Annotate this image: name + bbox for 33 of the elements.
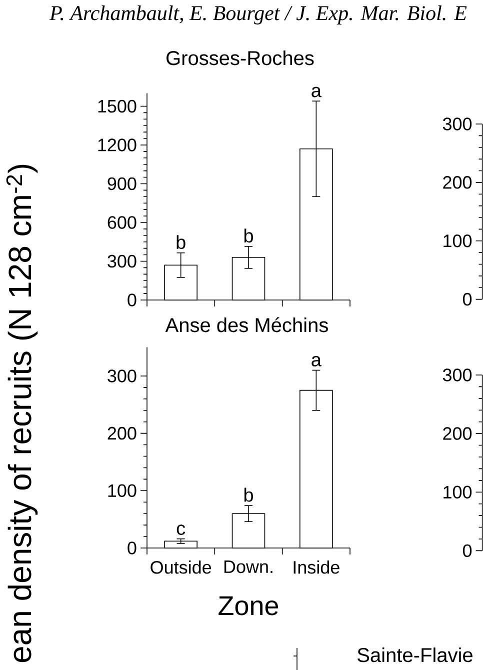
y-tick-label: 0 xyxy=(462,292,472,306)
y-tick-label: 300 xyxy=(108,254,136,268)
y-tick-label: 200 xyxy=(108,426,136,440)
y-tick-label: 200 xyxy=(443,176,472,189)
x-tick-label: Down. xyxy=(224,560,272,574)
y-tick-label: 1200 xyxy=(98,138,136,152)
y-tick-label: 0 xyxy=(462,544,472,558)
annotation: a xyxy=(312,86,322,98)
annotation: b xyxy=(176,235,186,250)
y-tick-label: 200 xyxy=(443,427,472,440)
chart-title: Grosses-Roches xyxy=(166,50,314,66)
y-tick-label: 900 xyxy=(108,177,136,190)
text: P. Archambault, E. Bourget / J. Exp. Mar. Biol. E xyxy=(49,5,467,24)
annotation: c xyxy=(176,524,186,536)
x-axis-title: Zone xyxy=(218,596,278,616)
y-tick-label: 100 xyxy=(108,484,136,498)
y-tick-label: 100 xyxy=(444,234,472,248)
y-tick-label: 300 xyxy=(442,118,472,130)
y-tick-label: 1500 xyxy=(98,100,136,113)
annotation: b xyxy=(244,228,253,243)
y-tick-label: 0 xyxy=(128,294,136,306)
y-tick-label: 100 xyxy=(444,486,472,498)
y-axis-title: ean density of recruits (N 128 cm$^{-2}$) xyxy=(6,164,38,662)
text: Sainte-Flavie xyxy=(358,648,472,662)
y-tick-label: 600 xyxy=(108,216,136,229)
x-tick-label: Outside xyxy=(150,560,212,574)
y-tick-label: 300 xyxy=(442,368,472,382)
annotation: b xyxy=(244,488,253,502)
y-tick-label: 0 xyxy=(128,542,136,554)
annotation: a xyxy=(312,356,322,366)
x-tick-label: Inside xyxy=(294,560,340,574)
y-tick-label: 300 xyxy=(108,370,136,382)
chart-title: Anse des Méchins xyxy=(165,317,328,332)
